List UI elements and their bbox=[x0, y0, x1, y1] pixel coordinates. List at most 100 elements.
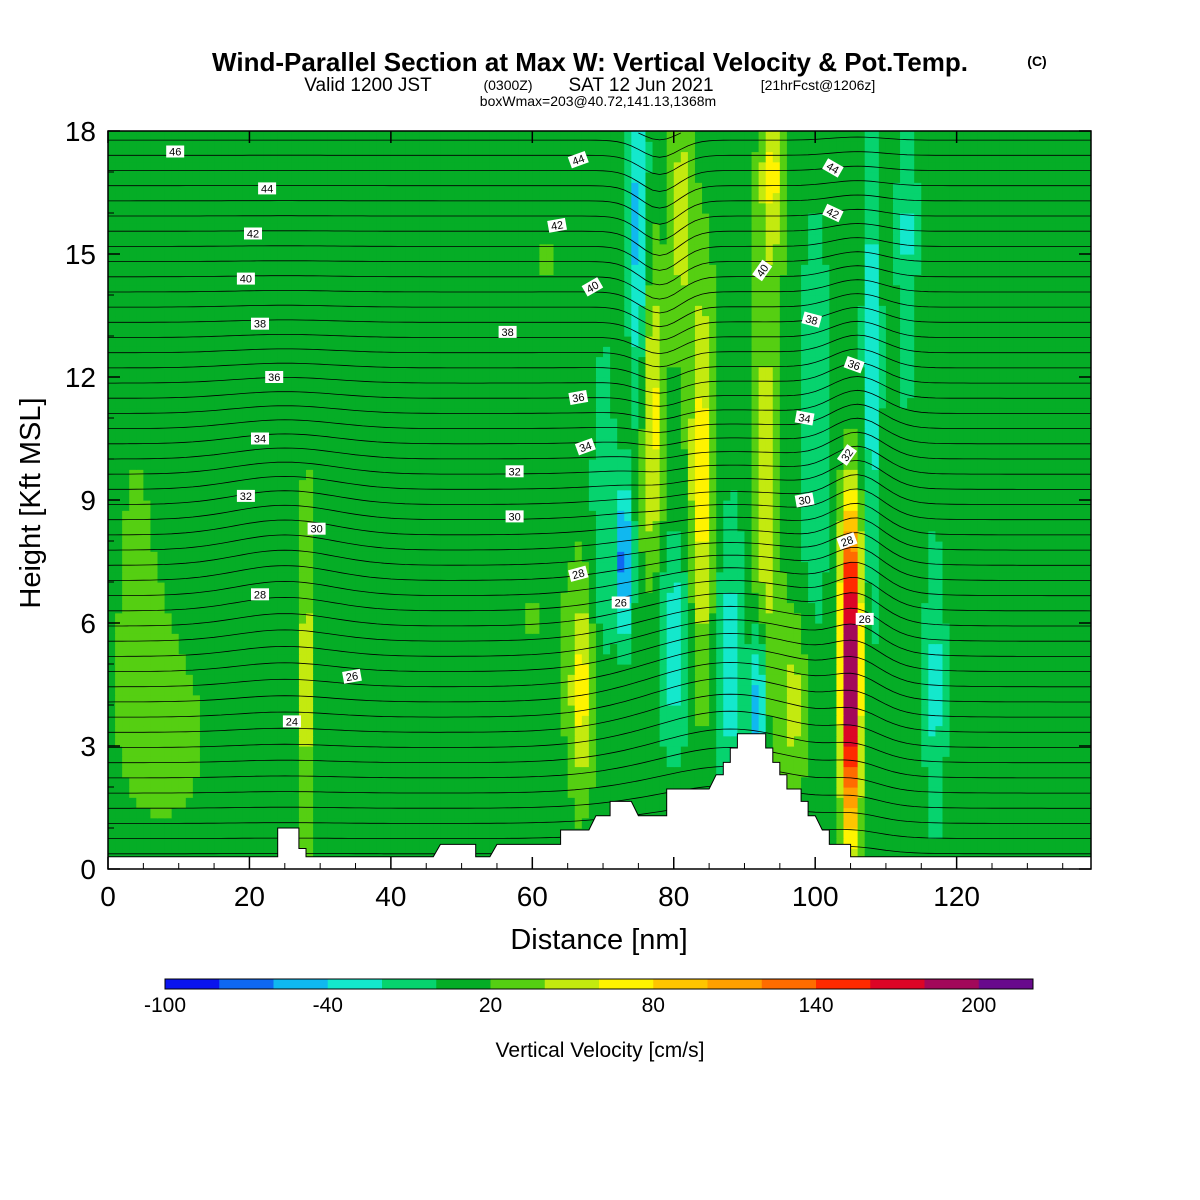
w-cell bbox=[786, 674, 795, 686]
w-cell bbox=[320, 694, 328, 706]
w-cell bbox=[108, 612, 116, 624]
w-cell bbox=[666, 664, 675, 675]
w-cell bbox=[468, 633, 477, 645]
w-cell bbox=[666, 766, 675, 778]
w-cell bbox=[850, 592, 859, 604]
w-cell bbox=[659, 541, 668, 552]
w-cell bbox=[963, 838, 972, 850]
w-cell bbox=[588, 500, 597, 511]
w-cell bbox=[136, 551, 144, 563]
w-cell bbox=[1020, 633, 1028, 645]
w-cell bbox=[723, 571, 731, 583]
w-cell bbox=[511, 602, 519, 614]
w-cell bbox=[907, 592, 915, 604]
w-cell bbox=[737, 571, 746, 583]
w-cell bbox=[786, 510, 795, 522]
w-cell bbox=[461, 725, 470, 737]
w-cell bbox=[935, 530, 944, 542]
w-cell bbox=[263, 776, 272, 788]
w-cell bbox=[334, 735, 342, 747]
w-cell bbox=[553, 541, 562, 552]
w-cell bbox=[447, 571, 456, 583]
w-cell bbox=[539, 612, 548, 624]
w-cell bbox=[369, 766, 378, 778]
w-cell bbox=[341, 776, 350, 788]
w-cell bbox=[999, 838, 1007, 850]
w-cell bbox=[532, 530, 540, 542]
w-cell bbox=[942, 705, 951, 716]
w-cell bbox=[390, 838, 399, 850]
w-cell bbox=[793, 530, 802, 542]
w-cell bbox=[235, 746, 243, 757]
w-cell bbox=[461, 633, 470, 645]
w-cell bbox=[567, 735, 576, 747]
w-cell bbox=[355, 551, 364, 563]
w-cell bbox=[320, 674, 328, 686]
w-cell bbox=[496, 653, 505, 665]
w-cell bbox=[963, 756, 972, 768]
w-cell bbox=[603, 715, 611, 727]
w-cell bbox=[489, 643, 498, 655]
w-cell bbox=[942, 500, 951, 511]
w-cell bbox=[963, 592, 972, 604]
w-cell bbox=[914, 633, 922, 645]
w-cell bbox=[560, 817, 569, 829]
w-cell bbox=[999, 715, 1007, 727]
w-cell bbox=[829, 541, 838, 552]
w-cell bbox=[892, 530, 901, 542]
w-cell bbox=[376, 510, 385, 522]
w-cell bbox=[850, 735, 859, 747]
w-cell bbox=[694, 705, 703, 716]
w-cell bbox=[645, 571, 654, 583]
w-cell bbox=[878, 817, 887, 829]
w-cell bbox=[758, 520, 767, 532]
w-cell bbox=[914, 694, 922, 706]
w-cell bbox=[405, 705, 413, 716]
w-cell bbox=[949, 541, 958, 552]
w-cell bbox=[843, 735, 852, 747]
w-cell bbox=[673, 602, 682, 614]
w-cell bbox=[390, 797, 399, 809]
w-cell bbox=[298, 817, 307, 829]
w-cell bbox=[885, 715, 894, 727]
w-cell bbox=[496, 612, 505, 624]
w-cell bbox=[115, 592, 123, 604]
w-cell bbox=[779, 746, 788, 757]
w-cell bbox=[171, 694, 180, 706]
w-cell bbox=[779, 725, 788, 737]
w-cell bbox=[1006, 633, 1014, 645]
w-cell bbox=[178, 541, 187, 552]
w-cell bbox=[171, 705, 180, 716]
w-cell bbox=[1006, 705, 1014, 716]
w-cell bbox=[624, 520, 632, 532]
w-cell bbox=[405, 612, 413, 624]
w-cell bbox=[822, 561, 830, 573]
w-cell bbox=[793, 735, 802, 747]
w-cell bbox=[716, 653, 724, 665]
w-cell bbox=[461, 520, 470, 532]
w-cell bbox=[907, 520, 915, 532]
w-cell bbox=[694, 725, 703, 737]
w-cell bbox=[970, 725, 979, 737]
w-cell bbox=[235, 715, 243, 727]
w-cell bbox=[1027, 592, 1036, 604]
w-cell bbox=[313, 725, 321, 737]
w-cell bbox=[991, 520, 1000, 532]
w-cell bbox=[1062, 715, 1071, 727]
w-cell bbox=[836, 551, 845, 563]
w-cell bbox=[136, 828, 144, 839]
w-cell bbox=[694, 674, 703, 686]
w-cell bbox=[694, 510, 703, 522]
w-cell bbox=[539, 561, 548, 573]
w-cell bbox=[475, 725, 484, 737]
w-cell bbox=[1034, 715, 1043, 727]
w-cell bbox=[694, 766, 703, 778]
w-cell bbox=[419, 735, 427, 747]
w-cell bbox=[1062, 705, 1071, 716]
w-cell bbox=[737, 530, 746, 542]
w-cell bbox=[122, 746, 130, 757]
w-cell bbox=[164, 797, 173, 809]
w-cell bbox=[885, 530, 894, 542]
w-cell bbox=[1041, 807, 1050, 819]
w-cell bbox=[1027, 551, 1036, 563]
